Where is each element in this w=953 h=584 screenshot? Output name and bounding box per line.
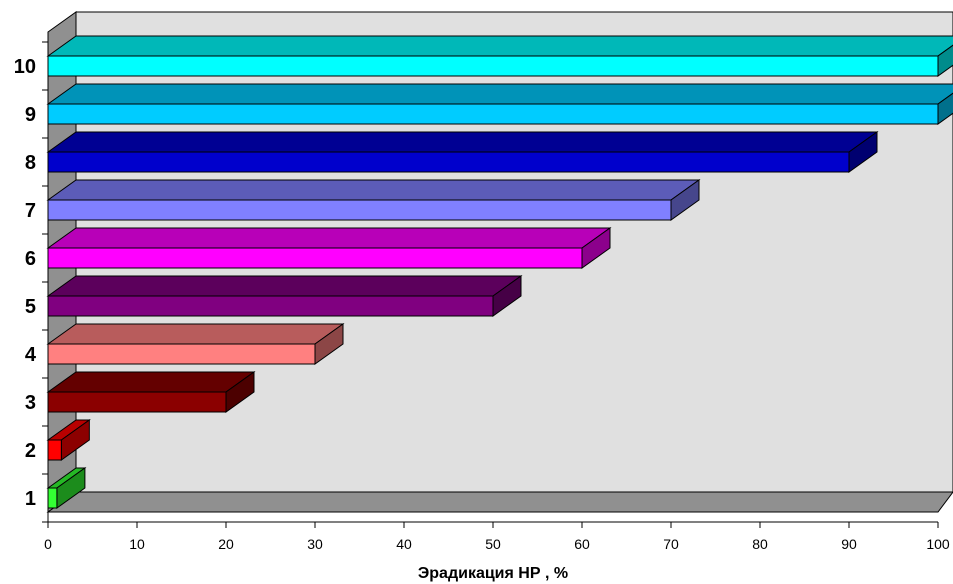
y-category-label: 2 (25, 440, 36, 462)
y-category-label: 10 (14, 56, 36, 78)
bar-3 (46, 371, 256, 413)
x-tick-label: 70 (663, 536, 679, 552)
y-category-label: 1 (25, 488, 36, 510)
y-category-label: 7 (25, 200, 36, 222)
y-category-label: 8 (25, 152, 36, 174)
y-category-label: 5 (25, 296, 36, 318)
x-tick-label: 20 (218, 536, 234, 552)
bar-9 (46, 83, 953, 125)
bar-top-face (46, 179, 701, 201)
bar-top-face (46, 227, 612, 249)
x-tick-label: 100 (926, 536, 950, 552)
x-tick-label: 90 (841, 536, 857, 552)
bar-top-face (46, 131, 879, 153)
bar-top-face (46, 323, 345, 345)
bar-front-face (47, 391, 227, 413)
y-category-label: 9 (25, 104, 36, 126)
x-tick-label: 40 (396, 536, 412, 552)
y-category-label: 4 (25, 344, 37, 366)
y-category-label: 6 (25, 248, 36, 270)
bar-front-face (47, 55, 939, 77)
bar-8 (46, 131, 879, 173)
bar-top-face (46, 371, 256, 393)
bar-top-face (46, 35, 953, 57)
bar-top-face (46, 275, 523, 297)
x-tick-label: 30 (307, 536, 323, 552)
x-tick-label: 50 (485, 536, 501, 552)
plot-floor (46, 491, 953, 513)
bar-front-face (47, 439, 62, 461)
bar-6 (46, 227, 612, 269)
bar-front-face (47, 295, 494, 317)
bar-top-face (46, 83, 953, 105)
y-category-label: 3 (25, 392, 36, 414)
x-tick-label: 60 (574, 536, 590, 552)
x-axis-title: Эрадикация НР , % (418, 565, 568, 582)
bar-front-face (47, 103, 939, 125)
bar-5 (46, 275, 523, 317)
bar-4 (46, 323, 345, 365)
x-tick-label: 80 (752, 536, 768, 552)
bar-front-face (47, 487, 58, 509)
bar-10 (46, 35, 953, 77)
x-tick-label: 0 (44, 536, 52, 552)
bar-2 (46, 419, 91, 461)
bar-7 (46, 179, 701, 221)
bar-front-face (47, 151, 850, 173)
bar-front-face (47, 199, 672, 221)
bar-1 (46, 467, 87, 509)
bar-front-face (47, 247, 583, 269)
bar-front-face (47, 343, 316, 365)
x-tick-label: 10 (129, 536, 145, 552)
